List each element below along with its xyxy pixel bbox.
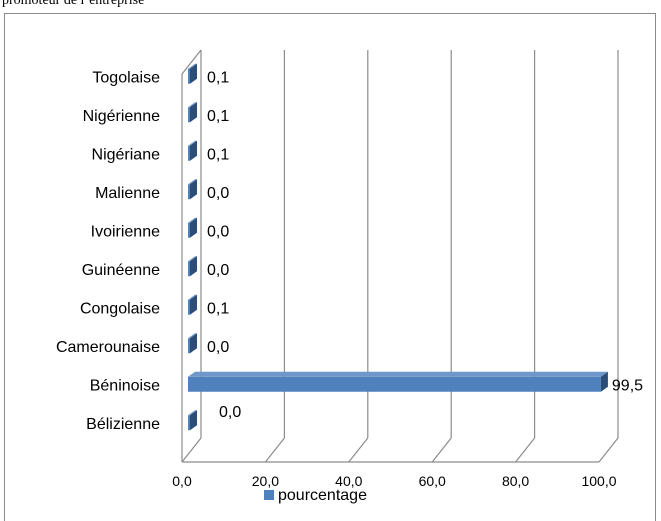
bar-end-4 bbox=[190, 256, 197, 277]
legend-swatch bbox=[264, 490, 274, 500]
x-tick-label-0: 0,0 bbox=[172, 473, 192, 489]
category-label-8: Nigérienne bbox=[83, 108, 160, 125]
floor-diagonal-3 bbox=[431, 437, 452, 463]
category-label-1: Béninoise bbox=[90, 377, 160, 394]
value-label-3: 0,1 bbox=[207, 300, 229, 317]
value-label-6: 0,0 bbox=[207, 185, 229, 202]
bar-top-5 bbox=[188, 217, 197, 223]
bar-end-2 bbox=[190, 333, 197, 354]
category-label-3: Congolaise bbox=[80, 300, 160, 317]
chart-heading: promoteur de l’entreprise bbox=[2, 0, 145, 8]
bar-top-0 bbox=[188, 410, 197, 416]
bar-end-6 bbox=[190, 179, 197, 200]
bar-7 bbox=[188, 145, 190, 161]
x-tick-label-2: 40,0 bbox=[335, 473, 362, 489]
bar-9 bbox=[188, 68, 190, 84]
legend-label: pourcentage bbox=[278, 487, 367, 504]
bar-end-0 bbox=[190, 410, 197, 431]
value-label-9: 0,1 bbox=[207, 69, 229, 86]
value-label-5: 0,0 bbox=[207, 223, 229, 240]
category-label-7: Nigériane bbox=[92, 146, 161, 163]
bar-3 bbox=[188, 299, 190, 315]
category-label-4: Guinéenne bbox=[82, 262, 160, 279]
bar-end-9 bbox=[190, 63, 197, 84]
bar-top-7 bbox=[188, 140, 197, 146]
bar-top-4 bbox=[188, 256, 197, 262]
floor-diagonal-2 bbox=[348, 437, 369, 463]
value-label-8: 0,1 bbox=[207, 108, 229, 125]
chart-frame bbox=[4, 13, 656, 521]
side-wall-top-edge bbox=[181, 49, 202, 75]
bar-8 bbox=[188, 107, 190, 123]
bar-top-8 bbox=[188, 102, 197, 108]
bar-top-1 bbox=[188, 371, 608, 377]
category-label-9: Togolaise bbox=[92, 69, 160, 86]
floor-diagonal-4 bbox=[515, 437, 536, 463]
bar-6 bbox=[188, 184, 190, 200]
bar-top-9 bbox=[188, 63, 197, 69]
floor-diagonal-1 bbox=[264, 437, 285, 463]
value-label-7: 0,1 bbox=[207, 146, 229, 163]
x-tick-label-3: 60,0 bbox=[419, 473, 446, 489]
bar-4 bbox=[188, 261, 190, 277]
bar-1 bbox=[188, 376, 601, 392]
bar-end-1 bbox=[600, 371, 608, 392]
value-label-0: 0,0 bbox=[219, 404, 241, 421]
category-label-2: Camerounaise bbox=[56, 339, 160, 356]
x-tick-label-4: 80,0 bbox=[502, 473, 529, 489]
value-label-4: 0,0 bbox=[207, 262, 229, 279]
category-label-0: Bélizienne bbox=[86, 416, 160, 433]
category-label-6: Malienne bbox=[95, 185, 160, 202]
bar-0 bbox=[188, 415, 190, 431]
bar-top-2 bbox=[188, 333, 197, 339]
value-label-2: 0,0 bbox=[207, 339, 229, 356]
x-tick-label-1: 20,0 bbox=[252, 473, 279, 489]
bar-end-8 bbox=[190, 102, 197, 123]
bar-end-5 bbox=[190, 217, 197, 238]
bar-5 bbox=[188, 222, 190, 238]
floor-diagonal-5 bbox=[598, 437, 619, 463]
bar-end-7 bbox=[190, 140, 197, 161]
bar-end-3 bbox=[190, 294, 197, 315]
bar-2 bbox=[188, 338, 190, 354]
value-label-1: 99,5 bbox=[612, 377, 643, 394]
bar-top-6 bbox=[188, 179, 197, 185]
bar-top-3 bbox=[188, 294, 197, 300]
category-label-5: Ivoirienne bbox=[91, 223, 160, 240]
floor-diagonal-0 bbox=[181, 437, 202, 463]
x-tick-label-5: 100,0 bbox=[581, 473, 616, 489]
